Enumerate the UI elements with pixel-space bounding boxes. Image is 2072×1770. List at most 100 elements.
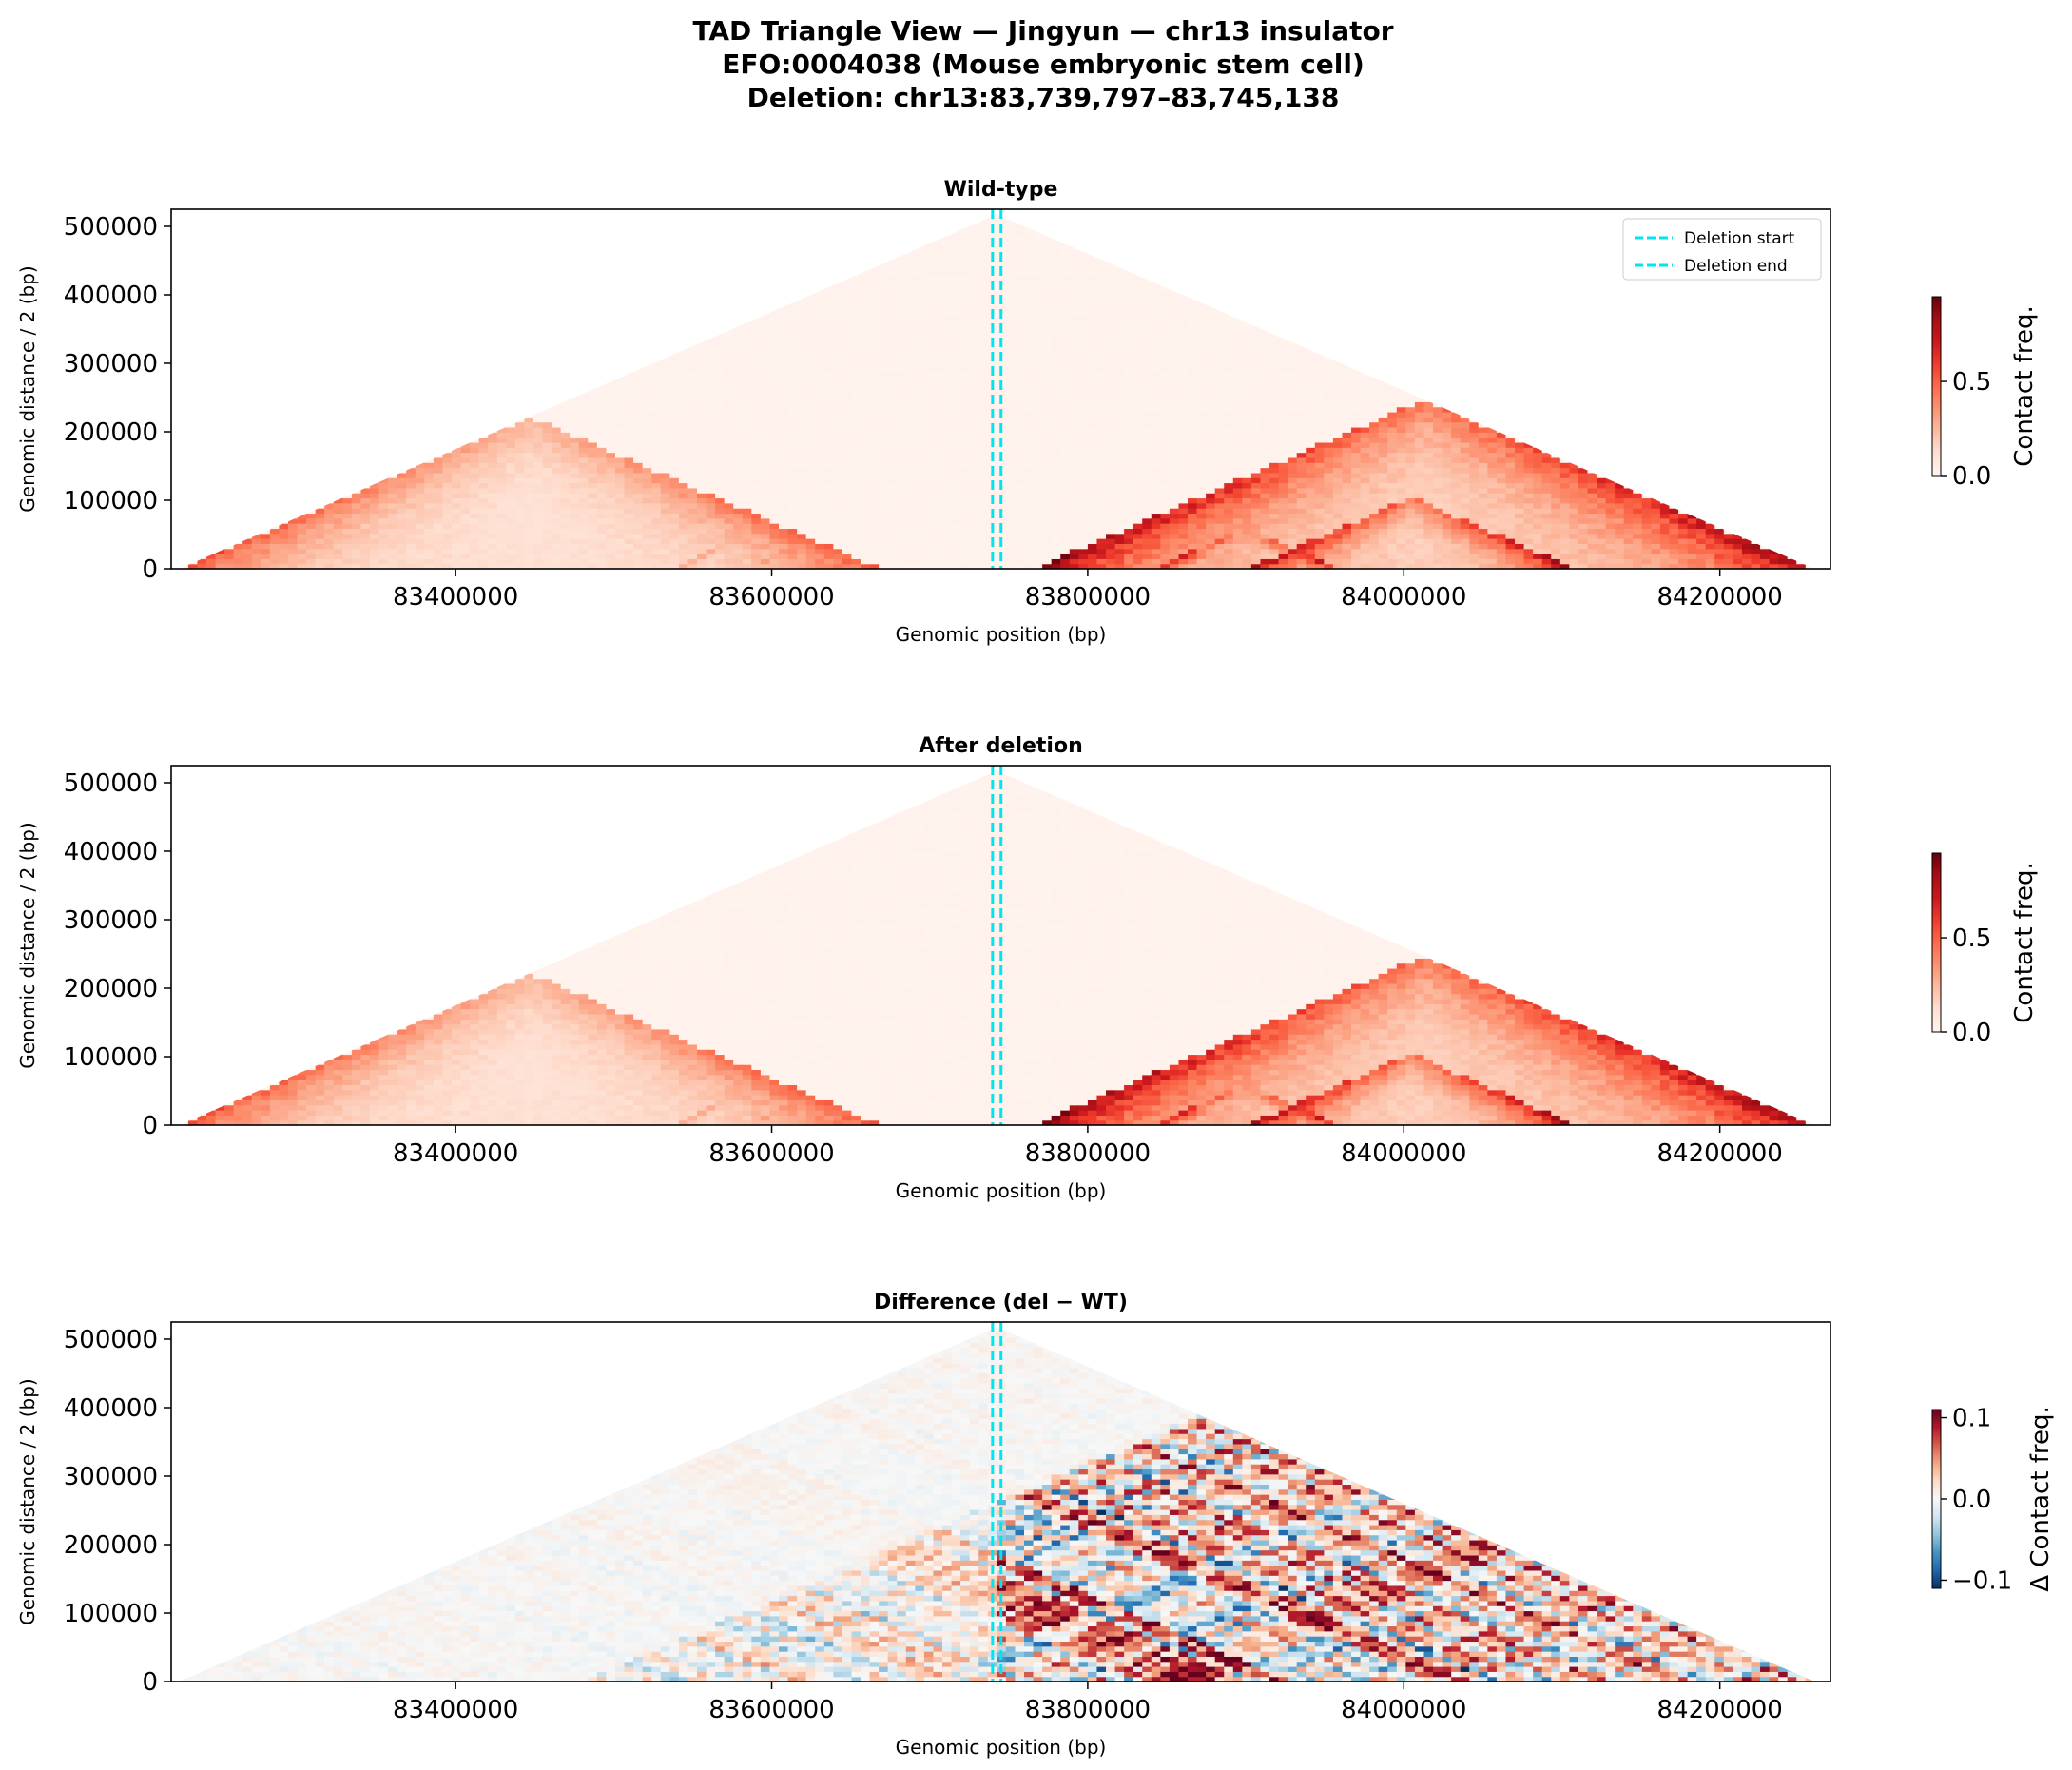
heatmap-cell xyxy=(960,300,971,306)
heatmap-cell xyxy=(823,447,834,454)
heatmap-cell xyxy=(1178,477,1189,484)
heatmap-cell xyxy=(660,502,670,509)
heatmap-cell xyxy=(869,305,880,312)
heatmap-cell xyxy=(596,452,608,458)
heatmap-cell xyxy=(633,406,644,413)
heatmap-cell xyxy=(1060,360,1071,367)
heatmap-cell xyxy=(1250,487,1262,494)
heatmap-cell xyxy=(923,249,935,256)
heatmap-cell xyxy=(1114,280,1125,286)
heatmap-cell xyxy=(279,558,289,565)
heatmap-cell xyxy=(1087,493,1098,499)
heatmap-cell xyxy=(1042,254,1053,261)
heatmap-cell xyxy=(897,426,907,433)
heatmap-cell xyxy=(997,219,1007,225)
heatmap-cell xyxy=(1005,538,1017,544)
heatmap-cell xyxy=(342,497,353,504)
heatmap-cell xyxy=(633,467,644,474)
heatmap-cell xyxy=(1015,441,1025,448)
heatmap-cell xyxy=(1151,417,1161,423)
heatmap-cell xyxy=(969,234,979,241)
heatmap-cell xyxy=(879,432,889,438)
heatmap-cell xyxy=(596,477,608,484)
heatmap-cell xyxy=(488,513,498,519)
heatmap-cell xyxy=(1024,321,1035,327)
heatmap-cell xyxy=(1106,401,1116,408)
heatmap-cell xyxy=(879,264,889,271)
heatmap-cell xyxy=(488,563,498,569)
heatmap-cell xyxy=(1206,421,1216,428)
heatmap-cell xyxy=(1069,502,1079,509)
heatmap-cell xyxy=(642,493,652,499)
heatmap-cell xyxy=(1250,563,1262,569)
heatmap-cell xyxy=(524,533,534,539)
heatmap-cell xyxy=(388,538,398,544)
heatmap-cell xyxy=(1250,554,1262,559)
heatmap-cell xyxy=(942,330,953,337)
heatmap-cell xyxy=(1106,452,1116,458)
heatmap-cell xyxy=(833,533,843,539)
heatmap-cell xyxy=(787,563,798,569)
heatmap-cell xyxy=(760,462,771,469)
heatmap-cell xyxy=(533,538,544,544)
heatmap-cell xyxy=(1206,447,1216,454)
heatmap-cell xyxy=(923,295,935,301)
heatmap-cell xyxy=(742,457,752,463)
heatmap-cell xyxy=(905,315,916,321)
heatmap-cell xyxy=(424,487,435,494)
heatmap-cell xyxy=(633,502,644,509)
heatmap-cell xyxy=(1078,310,1089,317)
heatmap-cell xyxy=(1051,360,1061,367)
heatmap-cell xyxy=(369,563,380,569)
heatmap-cell xyxy=(624,528,634,535)
heatmap-cell xyxy=(1224,310,1234,317)
heatmap-cell xyxy=(1024,406,1035,413)
heatmap-cell xyxy=(333,548,343,554)
heatmap-cell xyxy=(833,315,843,321)
heatmap-cell xyxy=(1087,386,1098,393)
heatmap-cell xyxy=(687,462,698,469)
heatmap-cell xyxy=(1260,462,1270,469)
heatmap-cell xyxy=(805,502,816,509)
heatmap-cell xyxy=(987,558,997,565)
heatmap-cell xyxy=(787,437,798,443)
heatmap-cell xyxy=(869,325,880,332)
heatmap-cell xyxy=(879,452,889,458)
heatmap-cell xyxy=(978,421,989,428)
heatmap-cell xyxy=(1015,360,1025,367)
heatmap-cell xyxy=(696,437,707,443)
heatmap-cell xyxy=(751,447,762,454)
heatmap-cell xyxy=(923,558,935,565)
heatmap-cell xyxy=(1196,391,1207,398)
heatmap-cell xyxy=(706,376,716,382)
heatmap-cell xyxy=(797,340,807,347)
heatmap-cell xyxy=(1069,482,1079,489)
heatmap-cell xyxy=(905,406,916,413)
heatmap-cell xyxy=(687,437,698,443)
heatmap-cell xyxy=(751,421,762,428)
heatmap-cell xyxy=(869,397,880,402)
heatmap-cell xyxy=(552,554,562,559)
heatmap-cell xyxy=(1051,240,1061,245)
heatmap-cell xyxy=(1250,543,1262,550)
heatmap-cell xyxy=(1224,447,1234,454)
heatmap-cell xyxy=(887,295,898,301)
heatmap-cell xyxy=(760,558,771,565)
heatmap-cell xyxy=(1214,391,1225,398)
heatmap-cell xyxy=(960,330,971,337)
heatmap-cell xyxy=(978,411,989,418)
heatmap-cell xyxy=(578,528,589,535)
heatmap-cell xyxy=(715,493,726,499)
heatmap-cell xyxy=(1242,548,1252,554)
heatmap-cell xyxy=(997,360,1007,367)
heatmap-cell xyxy=(897,290,907,297)
heatmap-cell xyxy=(1160,325,1171,332)
heatmap-cell xyxy=(1015,325,1025,332)
heatmap-cell xyxy=(1224,528,1234,535)
heatmap-cell xyxy=(823,538,834,544)
heatmap-cell xyxy=(1250,441,1262,448)
heatmap-cell xyxy=(1106,426,1116,433)
heatmap-cell xyxy=(879,426,889,433)
heatmap-cell xyxy=(969,345,979,352)
heatmap-cell xyxy=(760,366,771,373)
